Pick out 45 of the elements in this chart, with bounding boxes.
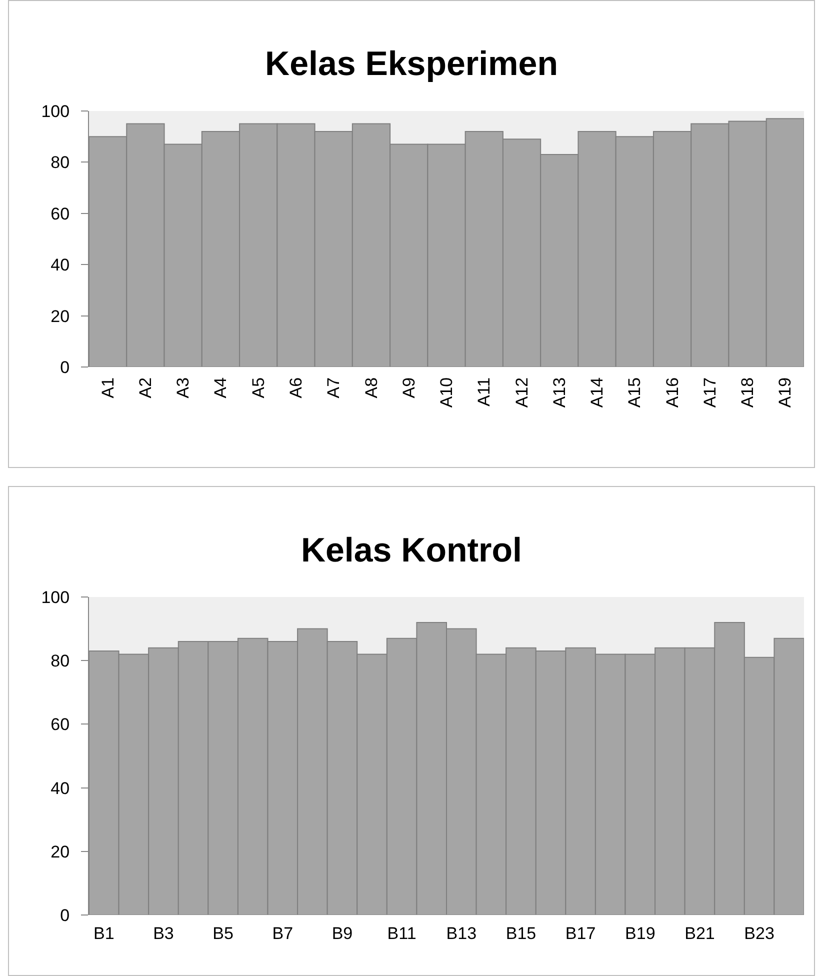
x-tick-label: B19 xyxy=(625,924,656,943)
x-tick-label: A18 xyxy=(738,377,758,408)
x-tick-label: B3 xyxy=(153,924,174,943)
y-tick-label: 40 xyxy=(50,778,70,798)
x-tick-label: A17 xyxy=(700,377,720,408)
x-tick-label: B13 xyxy=(446,924,477,943)
x-tick-label: B15 xyxy=(506,924,536,943)
x-tick-label: A16 xyxy=(662,377,682,408)
x-tick-label: A4 xyxy=(211,377,230,398)
x-tick-label: A14 xyxy=(588,377,607,408)
x-tick-label: B17 xyxy=(565,924,596,943)
x-tick-label: B23 xyxy=(744,924,774,943)
y-tick-label: 20 xyxy=(50,306,70,326)
y-tick-label: 80 xyxy=(50,652,70,671)
y-tick-label: 100 xyxy=(41,588,70,607)
y-tick-label: 80 xyxy=(50,153,70,172)
y-tick-label: 40 xyxy=(50,256,70,275)
x-tick-label: A11 xyxy=(474,377,494,406)
y-tick-label: 0 xyxy=(60,906,70,925)
x-tick-label: A13 xyxy=(550,377,569,408)
x-tick-label: A1 xyxy=(98,377,118,398)
x-tick-label: A15 xyxy=(625,377,644,408)
x-tick-label: B11 xyxy=(387,924,416,943)
y-tick-label: 60 xyxy=(50,715,70,734)
y-tick-label: 60 xyxy=(50,204,70,224)
x-tick-label: A7 xyxy=(324,377,344,398)
x-tick-label: B5 xyxy=(212,924,234,943)
x-tick-label: A5 xyxy=(248,377,268,398)
x-tick-label: A19 xyxy=(776,377,795,408)
x-tick-label: A9 xyxy=(399,377,418,398)
x-tick-label: A8 xyxy=(362,377,381,398)
x-tick-label: A6 xyxy=(286,377,306,398)
x-tick-label: B1 xyxy=(94,924,114,943)
x-tick-label: B21 xyxy=(684,924,715,943)
x-tick-label: A2 xyxy=(136,377,155,398)
y-tick-label: 20 xyxy=(50,842,70,862)
y-tick-label: 100 xyxy=(41,102,70,121)
chart-title: Kelas Kontrol xyxy=(300,531,522,570)
x-tick-label: A3 xyxy=(174,377,193,398)
x-tick-label: B9 xyxy=(332,924,353,943)
x-tick-label: A10 xyxy=(437,377,456,408)
y-tick-label: 0 xyxy=(60,358,70,377)
chart-title: Kelas Eksperimen xyxy=(265,44,558,83)
x-tick-label: A12 xyxy=(512,377,532,408)
x-tick-label: B7 xyxy=(272,924,294,943)
